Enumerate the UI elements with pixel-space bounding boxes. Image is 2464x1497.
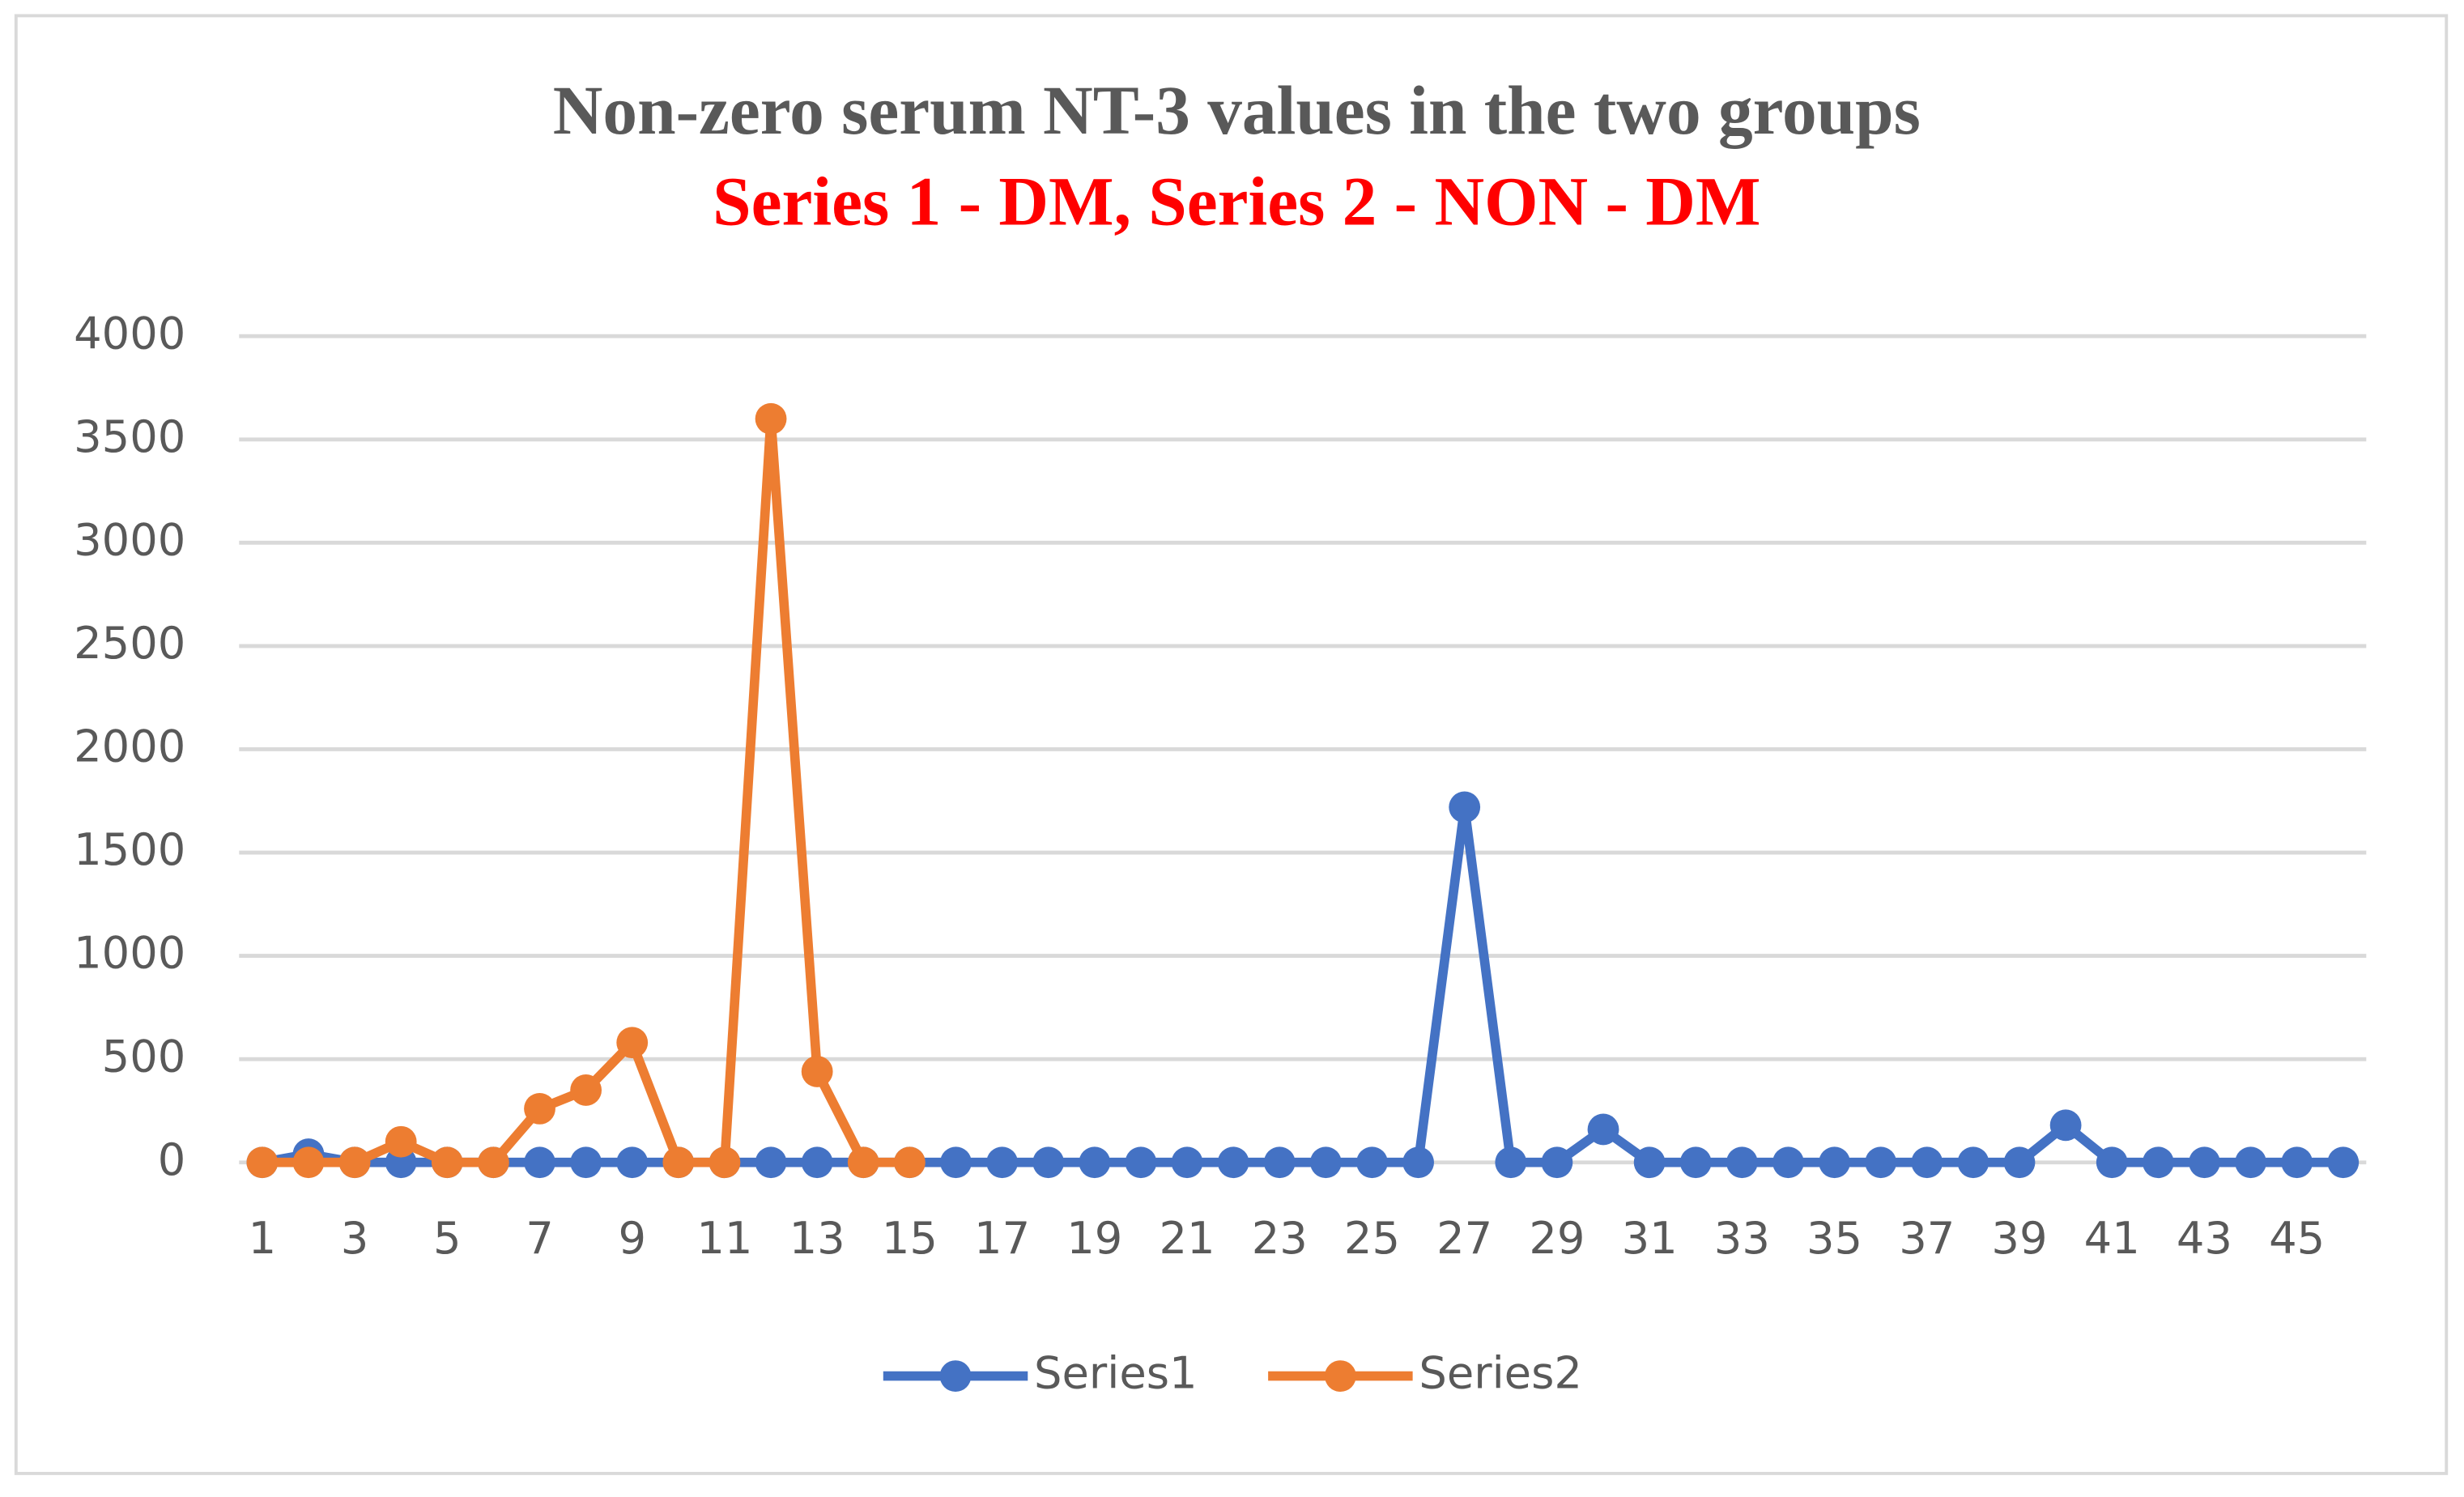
data-point: [1217, 1146, 1249, 1179]
data-point: [1079, 1146, 1111, 1179]
x-tick-label: 3: [341, 1213, 369, 1264]
series-line: [261, 802, 2343, 1167]
x-tick-label: 5: [433, 1213, 462, 1264]
y-tick-label: 1000: [74, 928, 185, 979]
y-tick-label: 3000: [74, 514, 185, 565]
data-point: [2142, 1146, 2174, 1179]
x-tick-label: 33: [1714, 1213, 1770, 1264]
data-point: [1171, 1146, 1203, 1179]
data-point: [1263, 1146, 1296, 1179]
data-point: [524, 1093, 555, 1125]
x-tick-label: 7: [526, 1213, 554, 1264]
x-tick-label: 41: [2084, 1213, 2140, 1264]
x-tick-label: 23: [1252, 1213, 1308, 1264]
data-point: [2049, 1109, 2082, 1142]
legend-label: Series1: [1034, 1348, 1198, 1399]
x-tick-label: 27: [1436, 1213, 1492, 1264]
data-point: [385, 1125, 417, 1158]
legend-marker: [939, 1360, 972, 1393]
data-point: [1772, 1146, 1804, 1179]
data-point: [1865, 1146, 1897, 1179]
x-tick-label: 43: [2177, 1213, 2232, 1264]
chart-border: [14, 14, 2449, 1475]
chart-subtitle: Series 1 - DM, Series 2 - NON - DM: [713, 164, 1760, 240]
data-point: [616, 1027, 649, 1059]
data-point: [1495, 1146, 1527, 1179]
legend-marker: [1324, 1360, 1356, 1393]
data-point: [477, 1146, 509, 1179]
data-point: [616, 1146, 649, 1179]
y-tick-label: 2000: [74, 721, 185, 772]
data-point: [2096, 1146, 2128, 1179]
data-point: [801, 1056, 833, 1087]
x-tick-label: 19: [1066, 1213, 1122, 1264]
data-point: [1356, 1146, 1388, 1179]
x-tick-label: 1: [249, 1213, 277, 1264]
x-tick-label: 29: [1529, 1213, 1585, 1264]
data-point: [1911, 1146, 1943, 1179]
y-tick-label: 1500: [74, 824, 185, 875]
data-point: [1587, 1113, 1619, 1146]
data-point: [1309, 1146, 1342, 1179]
x-tick-label: 45: [2269, 1213, 2325, 1264]
data-point: [2003, 1146, 2036, 1179]
data-point: [570, 1074, 602, 1106]
x-tick-label: 31: [1622, 1213, 1678, 1264]
data-point: [2327, 1146, 2360, 1179]
data-point: [2189, 1146, 2220, 1179]
data-point: [2235, 1146, 2266, 1179]
data-point: [986, 1146, 1019, 1179]
x-tick-label: 17: [974, 1213, 1030, 1264]
data-point: [1679, 1146, 1712, 1179]
data-point: [292, 1146, 325, 1179]
data-point: [1449, 791, 1481, 823]
data-point: [662, 1146, 695, 1179]
x-tick-label: 39: [1991, 1213, 2047, 1264]
y-tick-label: 3500: [74, 411, 185, 462]
data-point: [709, 1146, 741, 1179]
data-point: [338, 1146, 371, 1179]
y-tick-label: 0: [158, 1134, 186, 1185]
data-point: [2281, 1146, 2313, 1179]
data-point: [246, 1146, 279, 1179]
y-tick-label: 2500: [74, 618, 185, 669]
data-point: [1125, 1146, 1157, 1179]
data-point: [1957, 1146, 1989, 1179]
x-tick-label: 13: [789, 1213, 845, 1264]
data-point: [1541, 1146, 1573, 1179]
y-tick-label: 500: [102, 1031, 186, 1082]
x-tick-label: 25: [1344, 1213, 1400, 1264]
data-point: [755, 1146, 787, 1179]
x-tick-label: 11: [696, 1213, 752, 1264]
data-point: [1402, 1146, 1434, 1179]
data-point: [570, 1146, 602, 1179]
data-point: [755, 402, 787, 435]
x-tick-label: 35: [1807, 1213, 1862, 1264]
chart-title: Non-zero serum NT-3 values in the two gr…: [553, 73, 1921, 149]
x-tick-label: 9: [618, 1213, 646, 1264]
x-tick-label: 21: [1159, 1213, 1215, 1264]
x-tick-label: 15: [882, 1213, 938, 1264]
data-point: [847, 1146, 879, 1179]
data-point: [1633, 1146, 1666, 1179]
data-point: [1032, 1146, 1065, 1179]
data-point: [801, 1146, 833, 1179]
x-tick-label: 37: [1899, 1213, 1955, 1264]
data-point: [524, 1146, 555, 1179]
data-point: [1819, 1146, 1850, 1179]
data-point: [940, 1146, 972, 1179]
data-point: [893, 1146, 926, 1179]
legend-label: Series2: [1419, 1348, 1582, 1399]
data-point: [1726, 1146, 1758, 1179]
data-point: [431, 1146, 463, 1179]
y-tick-label: 4000: [74, 308, 185, 359]
